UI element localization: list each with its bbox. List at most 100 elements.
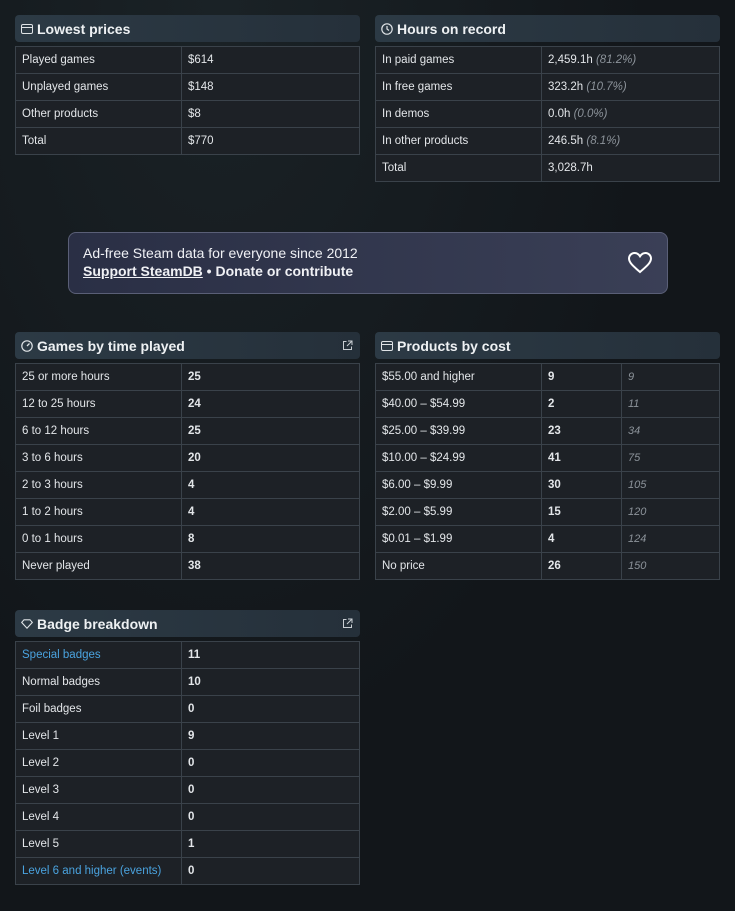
table-row: $2.00 – $5.99 15 120	[375, 498, 720, 526]
row-label: $55.00 and higher	[375, 363, 542, 391]
row-value: $8	[181, 100, 360, 128]
badge-breakdown-title: Badge breakdown	[37, 615, 158, 632]
badge-link[interactable]: Level 6 and higher (events)	[22, 865, 162, 877]
banner-cta: Support SteamDB • Donate or contribute	[83, 263, 653, 279]
row-cumulative: 75	[621, 444, 720, 472]
row-value: $148	[181, 73, 360, 101]
row-value: 0	[181, 857, 360, 885]
card-icon	[21, 23, 33, 35]
table-row: $25.00 – $39.99 23 34	[375, 417, 720, 445]
row-cumulative: 124	[621, 525, 720, 553]
row-value: 38	[181, 552, 360, 580]
row-value: 4	[181, 498, 360, 526]
table-row: Played games $614	[15, 46, 360, 74]
row-label: 25 or more hours	[15, 363, 182, 391]
row-cumulative: 120	[621, 498, 720, 526]
products-by-cost-header: Products by cost	[375, 332, 720, 359]
row-label: Normal badges	[15, 668, 182, 696]
row-value: 20	[181, 444, 360, 472]
external-link-icon[interactable]	[340, 339, 354, 353]
hours-value: 2,459.1h	[548, 54, 593, 66]
table-row: Never played 38	[15, 552, 360, 580]
row-label: 1 to 2 hours	[15, 498, 182, 526]
hours-percent: (10.7%)	[586, 81, 627, 93]
hours-percent: (0.0%)	[573, 108, 608, 120]
row-label: Special badges	[15, 641, 182, 669]
row-label: No price	[375, 552, 542, 580]
row-value: $770	[181, 127, 360, 155]
row-value: 246.5h (8.1%)	[541, 127, 720, 155]
row-value: 8	[181, 525, 360, 553]
external-link-icon[interactable]	[340, 617, 354, 631]
row-value: 0.0h (0.0%)	[541, 100, 720, 128]
table-row: In paid games 2,459.1h (81.2%)	[375, 46, 720, 74]
hours-value: 246.5h	[548, 135, 584, 147]
table-row: 25 or more hours 25	[15, 363, 360, 391]
row-label: Level 6 and higher (events)	[15, 857, 182, 885]
diamond-icon	[21, 618, 33, 630]
row-value: 25	[181, 417, 360, 445]
row-value: 1	[181, 830, 360, 858]
row-label: Never played	[15, 552, 182, 580]
products-by-cost-table: $55.00 and higher 9 9 $40.00 – $54.99 2 11 $25…	[375, 363, 720, 580]
table-row: Foil badges 0	[15, 695, 360, 723]
row-cumulative: 34	[621, 417, 720, 445]
row-label: Level 4	[15, 803, 182, 831]
row-cumulative: 11	[621, 390, 720, 418]
table-row: Total 3,028.7h	[375, 154, 720, 182]
games-by-time-table: 25 or more hours 25 12 to 25 hours 24 6 to 1…	[15, 363, 360, 580]
row-label: 12 to 25 hours	[15, 390, 182, 418]
row-label: $25.00 – $39.99	[375, 417, 542, 445]
table-row: $0.01 – $1.99 4 124	[375, 525, 720, 553]
lowest-prices-table: Played games $614 Unplayed games $148 Other …	[15, 46, 360, 155]
card-icon	[381, 340, 393, 352]
table-row: $10.00 – $24.99 41 75	[375, 444, 720, 472]
row-label: 6 to 12 hours	[15, 417, 182, 445]
row-label: Foil badges	[15, 695, 182, 723]
table-row: Level 6 and higher (events) 0	[15, 857, 360, 885]
lowest-prices-title: Lowest prices	[37, 20, 131, 37]
row-label: $40.00 – $54.99	[375, 390, 542, 418]
lowest-prices-header: Lowest prices	[15, 15, 360, 42]
row-label: 2 to 3 hours	[15, 471, 182, 499]
hours-on-record-table: In paid games 2,459.1h (81.2%) In free gam…	[375, 46, 720, 182]
badge-link[interactable]: Special badges	[22, 649, 101, 661]
row-count: 30	[541, 471, 622, 499]
clock-icon	[381, 22, 393, 35]
hours-value: 0.0h	[548, 108, 571, 120]
row-value: 10	[181, 668, 360, 696]
row-value: 24	[181, 390, 360, 418]
row-label: $2.00 – $5.99	[375, 498, 542, 526]
table-row: In free games 323.2h (10.7%)	[375, 73, 720, 101]
table-row: $55.00 and higher 9 9	[375, 363, 720, 391]
row-label: In demos	[375, 100, 542, 128]
row-value: 2,459.1h (81.2%)	[541, 46, 720, 74]
row-cumulative: 150	[621, 552, 720, 580]
row-count: 26	[541, 552, 622, 580]
support-steamdb-link[interactable]: Support SteamDB	[83, 263, 203, 279]
row-value: 0	[181, 776, 360, 804]
row-label: 3 to 6 hours	[15, 444, 182, 472]
row-value: 0	[181, 695, 360, 723]
table-row: 0 to 1 hours 8	[15, 525, 360, 553]
row-cumulative: 9	[621, 363, 720, 391]
row-value: 323.2h (10.7%)	[541, 73, 720, 101]
row-label: $0.01 – $1.99	[375, 525, 542, 553]
row-value: $614	[181, 46, 360, 74]
badge-breakdown-table: Special badges 11 Normal badges 10 Foil badg…	[15, 641, 360, 885]
row-value: 4	[181, 471, 360, 499]
row-value: 9	[181, 722, 360, 750]
games-by-time-header: Games by time played	[15, 332, 360, 359]
banner-tagline: Ad-free Steam data for everyone since 20…	[83, 245, 358, 261]
table-row: 12 to 25 hours 24	[15, 390, 360, 418]
row-label: Level 2	[15, 749, 182, 777]
table-row: $40.00 – $54.99 2 11	[375, 390, 720, 418]
row-label: 0 to 1 hours	[15, 525, 182, 553]
row-label: In other products	[375, 127, 542, 155]
heart-icon[interactable]	[627, 251, 653, 275]
products-by-cost-panel: Products by cost $55.00 and higher 9 9 $40.…	[375, 332, 720, 580]
table-row: 1 to 2 hours 4	[15, 498, 360, 526]
